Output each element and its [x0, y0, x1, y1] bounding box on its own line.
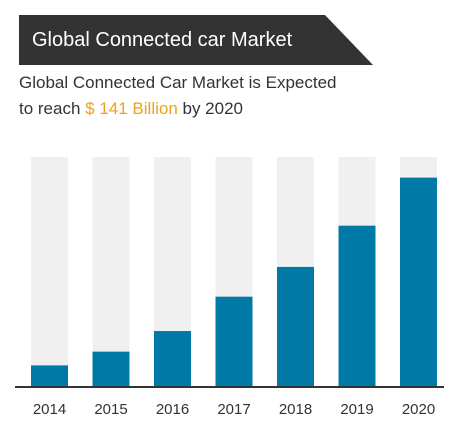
x-tick-label-2018: 2018: [279, 401, 312, 418]
bar-track-2015: [92, 157, 130, 386]
x-tick-label-2020: 2020: [402, 401, 435, 418]
subtitle-line-1: Global Connected Car Market is Expected: [19, 73, 337, 92]
bar-2016: [154, 331, 191, 386]
banner-title: Global Connected car Market: [32, 29, 293, 51]
subtitle-suffix: by 2020: [177, 99, 244, 118]
bar-2020: [400, 177, 437, 386]
x-tick-label-2019: 2019: [340, 401, 373, 418]
bar-2018: [277, 266, 314, 386]
x-tick-label-2017: 2017: [217, 401, 250, 418]
subtitle-line-2: to reach $ 141 Billion by 2020: [19, 96, 439, 122]
subtitle-highlight-value: $ 141 Billion: [85, 99, 178, 118]
bar-track-2014: [31, 157, 68, 386]
x-tick-label-2014: 2014: [33, 401, 66, 418]
x-tick-label-2016: 2016: [156, 401, 189, 418]
bar-2017: [215, 296, 253, 386]
banner-shape: [19, 15, 373, 65]
subtitle: Global Connected Car Market is Expected …: [19, 70, 439, 122]
title-banner: Global Connected car Market: [19, 15, 373, 65]
bar-2014: [31, 365, 68, 386]
bar-2019: [338, 225, 376, 386]
x-tick-label-2015: 2015: [94, 401, 127, 418]
subtitle-prefix: to reach: [19, 99, 86, 118]
bar-2015: [92, 351, 130, 386]
